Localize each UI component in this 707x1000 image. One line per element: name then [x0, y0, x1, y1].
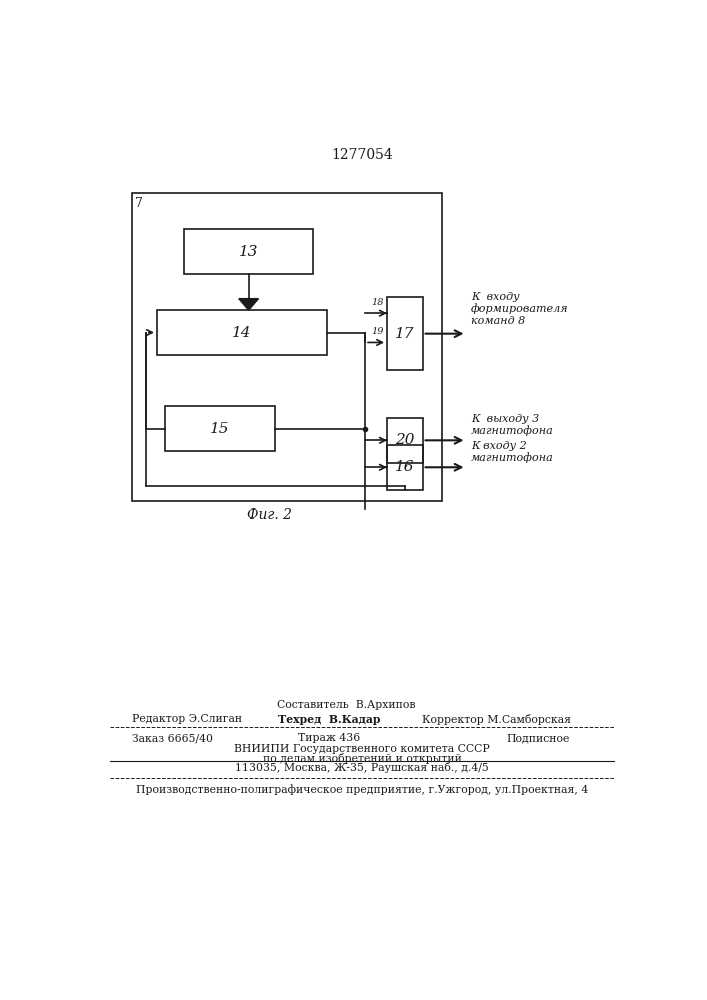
Text: Техред  В.Кадар: Техред В.Кадар — [279, 714, 380, 725]
Text: К  выходу 3
магнитофона: К выходу 3 магнитофона — [471, 414, 554, 436]
Text: по делам изобретений и открытий: по делам изобретений и открытий — [263, 753, 462, 764]
Polygon shape — [239, 299, 259, 310]
Text: Фиг. 2: Фиг. 2 — [247, 508, 292, 522]
Text: 13: 13 — [239, 245, 258, 259]
Bar — [165, 406, 275, 451]
Bar — [387, 445, 423, 490]
Text: 14: 14 — [232, 326, 252, 340]
Text: К  входу
формирователя
команд 8: К входу формирователя команд 8 — [471, 292, 568, 326]
Bar — [387, 418, 423, 463]
Text: 16: 16 — [395, 460, 414, 474]
Text: 20: 20 — [395, 433, 414, 447]
Text: Тираж 436: Тираж 436 — [298, 733, 361, 743]
Text: Корректор М.Самборская: Корректор М.Самборская — [421, 714, 571, 725]
Bar — [132, 193, 442, 501]
Text: Подписное: Подписное — [506, 733, 569, 743]
Text: 113035, Москва, Ж-35, Раушская наб., д.4/5: 113035, Москва, Ж-35, Раушская наб., д.4… — [235, 762, 489, 773]
Text: Производственно-полиграфическое предприятие, г.Ужгород, ул.Проектная, 4: Производственно-полиграфическое предприя… — [136, 785, 588, 795]
Text: 19: 19 — [372, 327, 385, 336]
Text: 17: 17 — [395, 327, 414, 341]
Text: 18: 18 — [372, 298, 385, 307]
Bar — [387, 297, 423, 370]
Text: Редактор Э.Слиган: Редактор Э.Слиган — [132, 714, 243, 724]
Text: 15: 15 — [210, 422, 230, 436]
Text: ВНИИПИ Государственного комитета СССР: ВНИИПИ Государственного комитета СССР — [235, 744, 490, 754]
Text: 7: 7 — [135, 197, 143, 210]
Bar — [157, 310, 327, 355]
Text: Заказ 6665/40: Заказ 6665/40 — [132, 733, 214, 743]
Text: 1277054: 1277054 — [332, 148, 393, 162]
Text: Составитель  В.Архипов: Составитель В.Архипов — [276, 700, 415, 710]
Bar — [185, 229, 313, 274]
Text: К входу 2
магнитофона: К входу 2 магнитофона — [471, 441, 554, 463]
